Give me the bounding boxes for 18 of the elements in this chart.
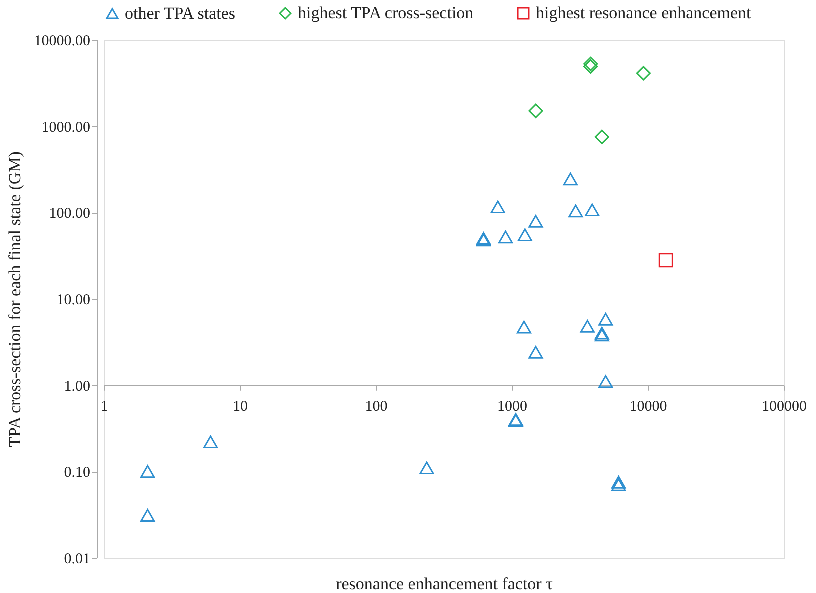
x-tick-label: 100000 (762, 398, 807, 415)
y-axis-title: TPA cross-section for each final state (GM) (5, 152, 24, 448)
y-tick-label: 1000.00 (42, 120, 90, 136)
legend-label: highest resonance enhancement (536, 4, 752, 23)
y-tick-label: 10000.00 (34, 34, 90, 50)
x-tick-label: 10000 (630, 398, 668, 415)
y-tick-label: 0.01 (64, 552, 90, 568)
x-tick-label: 100 (365, 398, 388, 415)
x-tick-label: 1 (100, 398, 108, 415)
x-axis-title: resonance enhancement factor τ (336, 574, 554, 593)
legend-label: highest TPA cross-section (298, 4, 474, 23)
y-tick-label: 0.10 (64, 465, 90, 482)
y-tick-label: 1.00 (64, 378, 90, 395)
x-tick-label: 10 (233, 398, 248, 415)
y-tick-label: 100.00 (49, 206, 90, 222)
x-tick-label: 1000 (498, 398, 528, 415)
legend-label: other TPA states (125, 4, 236, 23)
y-tick-label: 10.00 (56, 292, 90, 308)
